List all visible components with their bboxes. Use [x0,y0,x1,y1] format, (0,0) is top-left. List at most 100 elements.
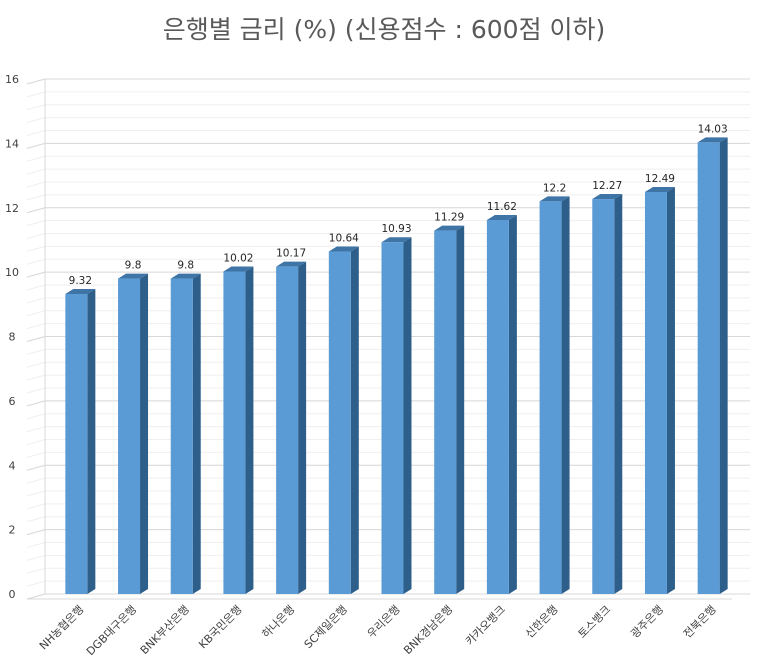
y-tick-label: 10 [5,266,19,279]
x-tick-label: 광주은행 [628,603,666,641]
bar-side [245,266,254,594]
bar-top [170,273,201,279]
minor-gridline-depth [26,168,46,175]
bar-side [456,225,465,594]
y-tick-label: 4 [9,459,16,472]
bar-top [328,246,359,252]
minor-gridline-depth [26,220,46,227]
bar [644,191,667,594]
bar [276,266,299,594]
bar [697,142,720,595]
minor-gridline-depth [26,258,46,265]
bar-side [666,186,675,594]
bar [381,242,404,595]
data-label: 10.02 [223,252,253,264]
minor-gridline-depth [26,104,46,111]
major-gridline-depth [26,400,46,407]
y-tick-label: 6 [9,395,16,408]
y-tick-label: 12 [5,202,19,215]
bar [486,219,509,594]
x-tick-label: 카카오뱅크 [463,603,508,648]
major-gridline-depth [26,464,46,471]
minor-gridline-depth [26,284,46,291]
bar [539,201,562,594]
bar-top [434,225,465,231]
bar-side [298,261,307,594]
minor-gridline-depth [26,387,46,394]
minor-gridline-depth [26,361,46,368]
minor-gridline-depth [26,374,46,381]
minor-gridline-depth [26,503,46,510]
bar-top [486,214,517,220]
x-tick-label: DGB대구은행 [84,603,139,658]
x-tick-label: 신한은행 [523,603,561,641]
data-label: 10.17 [276,248,306,260]
bar-side [614,194,623,594]
bar-side [719,137,728,595]
major-gridline-depth [26,529,46,536]
x-tick-label: 우리은행 [365,603,403,641]
x-tick-label: 하나은행 [259,602,298,641]
minor-gridline-depth [26,580,46,587]
bar [118,278,141,594]
minor-gridline-depth [26,348,46,355]
minor-gridline-depth [26,130,46,136]
bar-top [65,289,96,295]
minor-gridline-depth [26,567,46,574]
x-tick-label: 토스뱅크 [576,603,614,641]
bar-side [87,289,96,594]
minor-gridline-depth [26,516,46,523]
data-label: 9.8 [125,260,142,272]
minor-gridline-depth [26,426,46,433]
minor-gridline-depth [26,477,46,484]
major-gridline-depth [26,336,46,342]
x-tick-label: BNK부산은행 [138,603,192,657]
bar-side [403,237,412,595]
minor-gridline-depth [26,490,46,497]
minor-gridline-depth [26,323,46,330]
minor-gridline-depth [26,181,46,188]
minor-gridline-depth [26,439,46,445]
minor-gridline-depth [26,451,46,458]
x-tick-label: 전북은행 [681,603,719,641]
minor-gridline-depth [26,91,46,98]
data-label: 12.27 [592,180,622,192]
data-label: 11.62 [487,201,517,213]
minor-gridline-depth [26,194,46,201]
minor-gridline-depth [26,310,46,317]
major-gridline-depth [26,142,46,149]
data-label-layer: 9.32 9.8 9.8 10.02 10.17 10.64 10.93 11.29 11.62… [69,123,728,287]
bar-top [539,196,570,202]
y-tick-label: 8 [9,331,16,344]
x-tick-label: KB국민은행 [196,603,244,651]
x-tick-label: SC제일은행 [301,602,350,651]
y-axis: 0 2 4 6 8 10 12 14 16 [5,73,19,601]
bar-top [644,186,675,192]
chart-title: 은행별 금리 (%) (신용점수 : 600점 이하) [162,15,606,44]
data-label: 10.64 [329,233,359,245]
bar [170,278,193,594]
y-tick-label: 2 [9,524,16,537]
minor-gridline-depth [26,117,46,124]
major-gridline-depth [26,78,46,85]
bar-side [140,273,149,594]
minor-gridline-depth [26,554,46,561]
minor-gridline-depth [26,297,46,304]
minor-gridline-depth [26,233,46,239]
y-tick-label: 14 [5,137,19,150]
major-gridline-depth [26,207,46,214]
bar [223,271,246,594]
bar-top [592,194,623,200]
data-label: 11.29 [434,212,464,224]
bar-top [381,237,412,243]
data-label: 14.03 [698,123,728,135]
bar-top [276,261,307,267]
bar-top [697,137,728,143]
bar-side [192,273,201,594]
data-label: 12.49 [645,173,675,185]
bar [65,294,88,594]
y-tick-label: 16 [5,73,19,86]
major-gridline-depth [26,271,46,278]
